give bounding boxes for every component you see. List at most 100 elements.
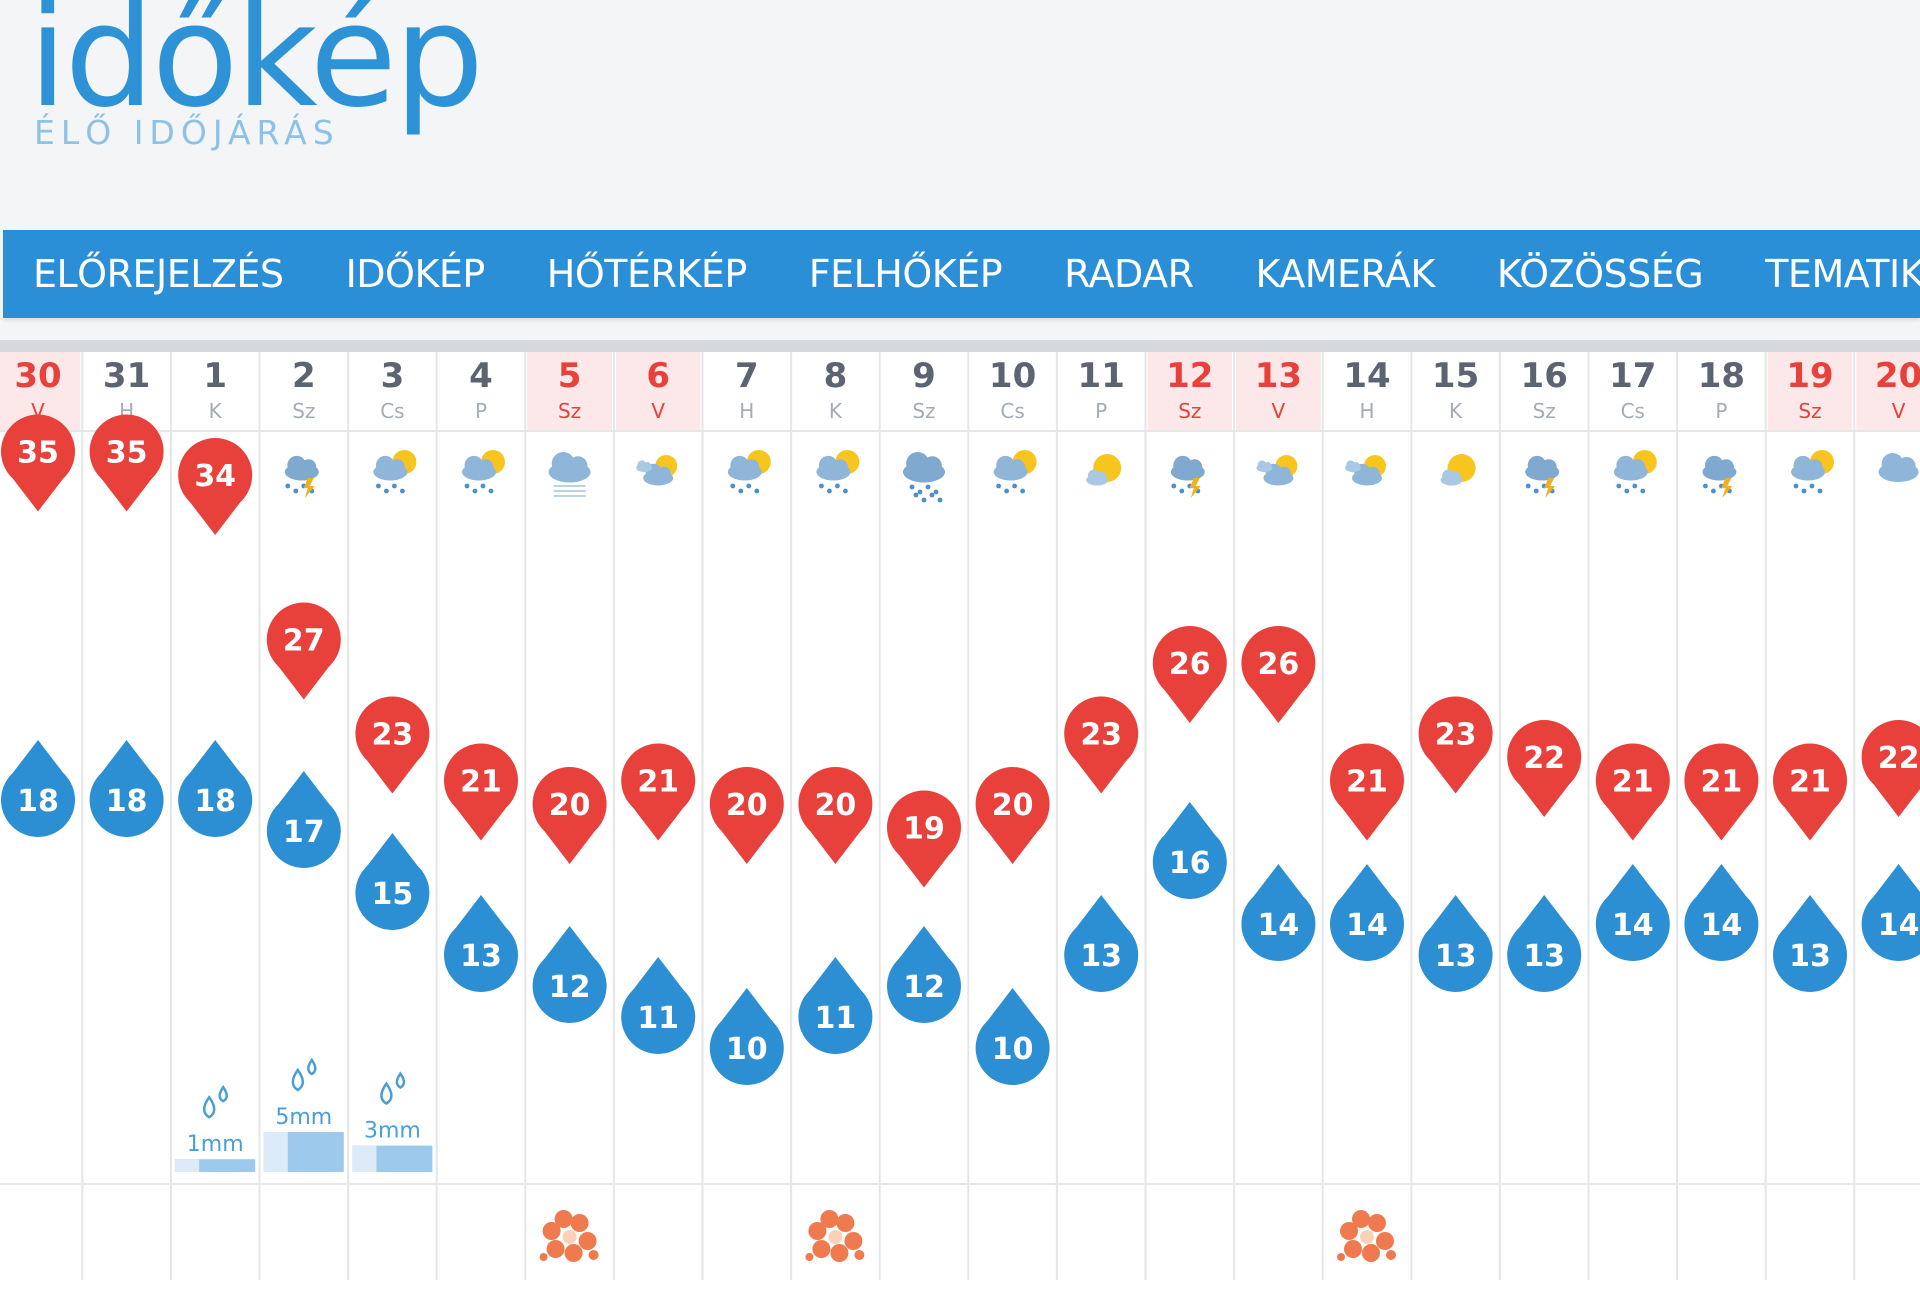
rain-drop	[1171, 483, 1177, 489]
pollen-flower-icon[interactable]	[539, 1210, 599, 1262]
min-temp-drop: 18	[89, 740, 164, 837]
max-temp-pin: 19	[887, 790, 961, 888]
day-number: 31	[103, 356, 150, 396]
temp-label: 20	[726, 788, 768, 823]
temp-label: 13	[1080, 939, 1122, 974]
cloud-puff	[1793, 455, 1813, 475]
nav-item-kozosseg[interactable]: KÖZÖSSÉG	[1496, 252, 1704, 296]
cloud-icon	[1878, 453, 1919, 482]
day-abbr: Sz	[1178, 399, 1201, 423]
nav-item-felhokep[interactable]: FELHŐKÉP	[808, 252, 1003, 296]
pin-body	[798, 767, 873, 841]
pin-body	[1773, 743, 1847, 818]
day-abbr: Cs	[380, 399, 404, 423]
flower-seed	[1386, 1250, 1396, 1260]
temp-label: 21	[1612, 765, 1654, 800]
flower-seed	[588, 1250, 599, 1260]
max-temp-pin: 23	[1418, 696, 1493, 794]
nav-item-kamerak[interactable]: KAMERÁK	[1255, 252, 1435, 296]
day-number: 3	[381, 356, 405, 396]
temp-label: 19	[903, 812, 945, 847]
pin-body	[887, 790, 961, 865]
rain-drop	[1004, 488, 1009, 494]
drop-body	[1241, 887, 1316, 961]
max-temp-pin: 23	[355, 696, 430, 794]
raindrop-outline	[380, 1081, 393, 1106]
rain-drop	[913, 492, 919, 498]
nav-item-idokep[interactable]: IDŐKÉP	[345, 252, 486, 296]
precip-amount: 1mm	[187, 1132, 244, 1157]
temp-label: 21	[460, 765, 502, 800]
day-abbr: Sz	[1798, 399, 1821, 423]
rain-drop	[464, 483, 470, 489]
cloud-puff	[568, 456, 588, 476]
flower-seed	[805, 1253, 814, 1261]
temp-label: 14	[1878, 908, 1920, 943]
day-number: 11	[1078, 356, 1125, 396]
drop-body	[1418, 918, 1493, 992]
cloud-puff	[906, 452, 930, 476]
max-temp-pin: 22	[1507, 720, 1582, 817]
storm-icon	[1170, 455, 1205, 498]
cloud-puff	[1616, 455, 1636, 475]
temp-label: 34	[194, 459, 236, 494]
min-temp-drop: 18	[178, 740, 253, 837]
rain-drop	[1809, 483, 1815, 489]
temp-label: 10	[992, 1032, 1034, 1067]
temp-label: 27	[283, 624, 325, 659]
day-abbr: K	[1449, 399, 1463, 423]
rain-drop	[921, 497, 927, 503]
nav-item-radar[interactable]: RADAR	[1064, 252, 1194, 296]
nav-item-elorejelzes[interactable]: ELŐREJELZÉS	[33, 252, 284, 296]
cloud-puff	[1186, 459, 1203, 475]
min-temp-drop: 14	[1684, 864, 1759, 961]
temp-label: 18	[17, 784, 59, 819]
flower-petal	[564, 1244, 583, 1262]
day-number: 13	[1255, 356, 1302, 396]
pin-body	[444, 743, 518, 818]
logo[interactable]: időkép	[28, 0, 484, 139]
weekend-header-bg	[1856, 352, 1920, 430]
header: időkép ÉLŐ IDŐJÁRÁS	[0, 0, 1920, 228]
flower-center	[828, 1230, 843, 1244]
nav-item-hoterkep[interactable]: HŐTÉRKÉP	[546, 252, 747, 296]
min-temp-drop: 12	[532, 926, 607, 1023]
day-number: 15	[1432, 356, 1479, 396]
rain-drop	[827, 488, 832, 494]
rain-drop	[384, 488, 389, 494]
storm-icon	[1702, 455, 1737, 498]
drop-body	[1595, 887, 1670, 961]
rain-drop	[933, 489, 939, 495]
min-temp-drop: 13	[1418, 895, 1493, 992]
rain-drop	[996, 483, 1001, 489]
rain-drop	[730, 483, 736, 489]
cloud-puff	[1346, 460, 1355, 470]
pin-body	[1, 414, 75, 489]
max-temp-pin: 21	[1684, 743, 1759, 841]
temp-label: 22	[1523, 741, 1565, 776]
day-number: 17	[1609, 356, 1656, 396]
drop-body	[798, 980, 873, 1054]
min-temp-drop: 14	[1241, 864, 1316, 961]
pollen-flower-icon[interactable]	[1337, 1210, 1396, 1262]
lightning-shape	[303, 478, 315, 498]
day-abbr: V	[651, 399, 665, 423]
rain-drop	[392, 483, 397, 489]
pin-body	[1684, 743, 1759, 818]
temp-label: 14	[1612, 908, 1654, 943]
flower-petal	[820, 1210, 839, 1228]
nav-item-tematikus[interactable]: TEMATIKUS	[1765, 252, 1920, 296]
rain-drop	[917, 489, 923, 495]
temp-label: 21	[1701, 765, 1743, 800]
drop-body	[975, 1011, 1050, 1085]
day-number: 7	[735, 356, 759, 396]
rain-drop	[1640, 488, 1646, 494]
flower-center	[1360, 1230, 1374, 1244]
flower-seed	[854, 1250, 865, 1260]
temp-label: 13	[1435, 939, 1477, 974]
day-abbr: Sz	[1533, 399, 1556, 423]
pollen-flower-icon[interactable]	[805, 1210, 865, 1262]
cloud-puff	[1897, 457, 1916, 475]
rain-drop	[1012, 483, 1017, 489]
rain-drop	[909, 484, 915, 490]
